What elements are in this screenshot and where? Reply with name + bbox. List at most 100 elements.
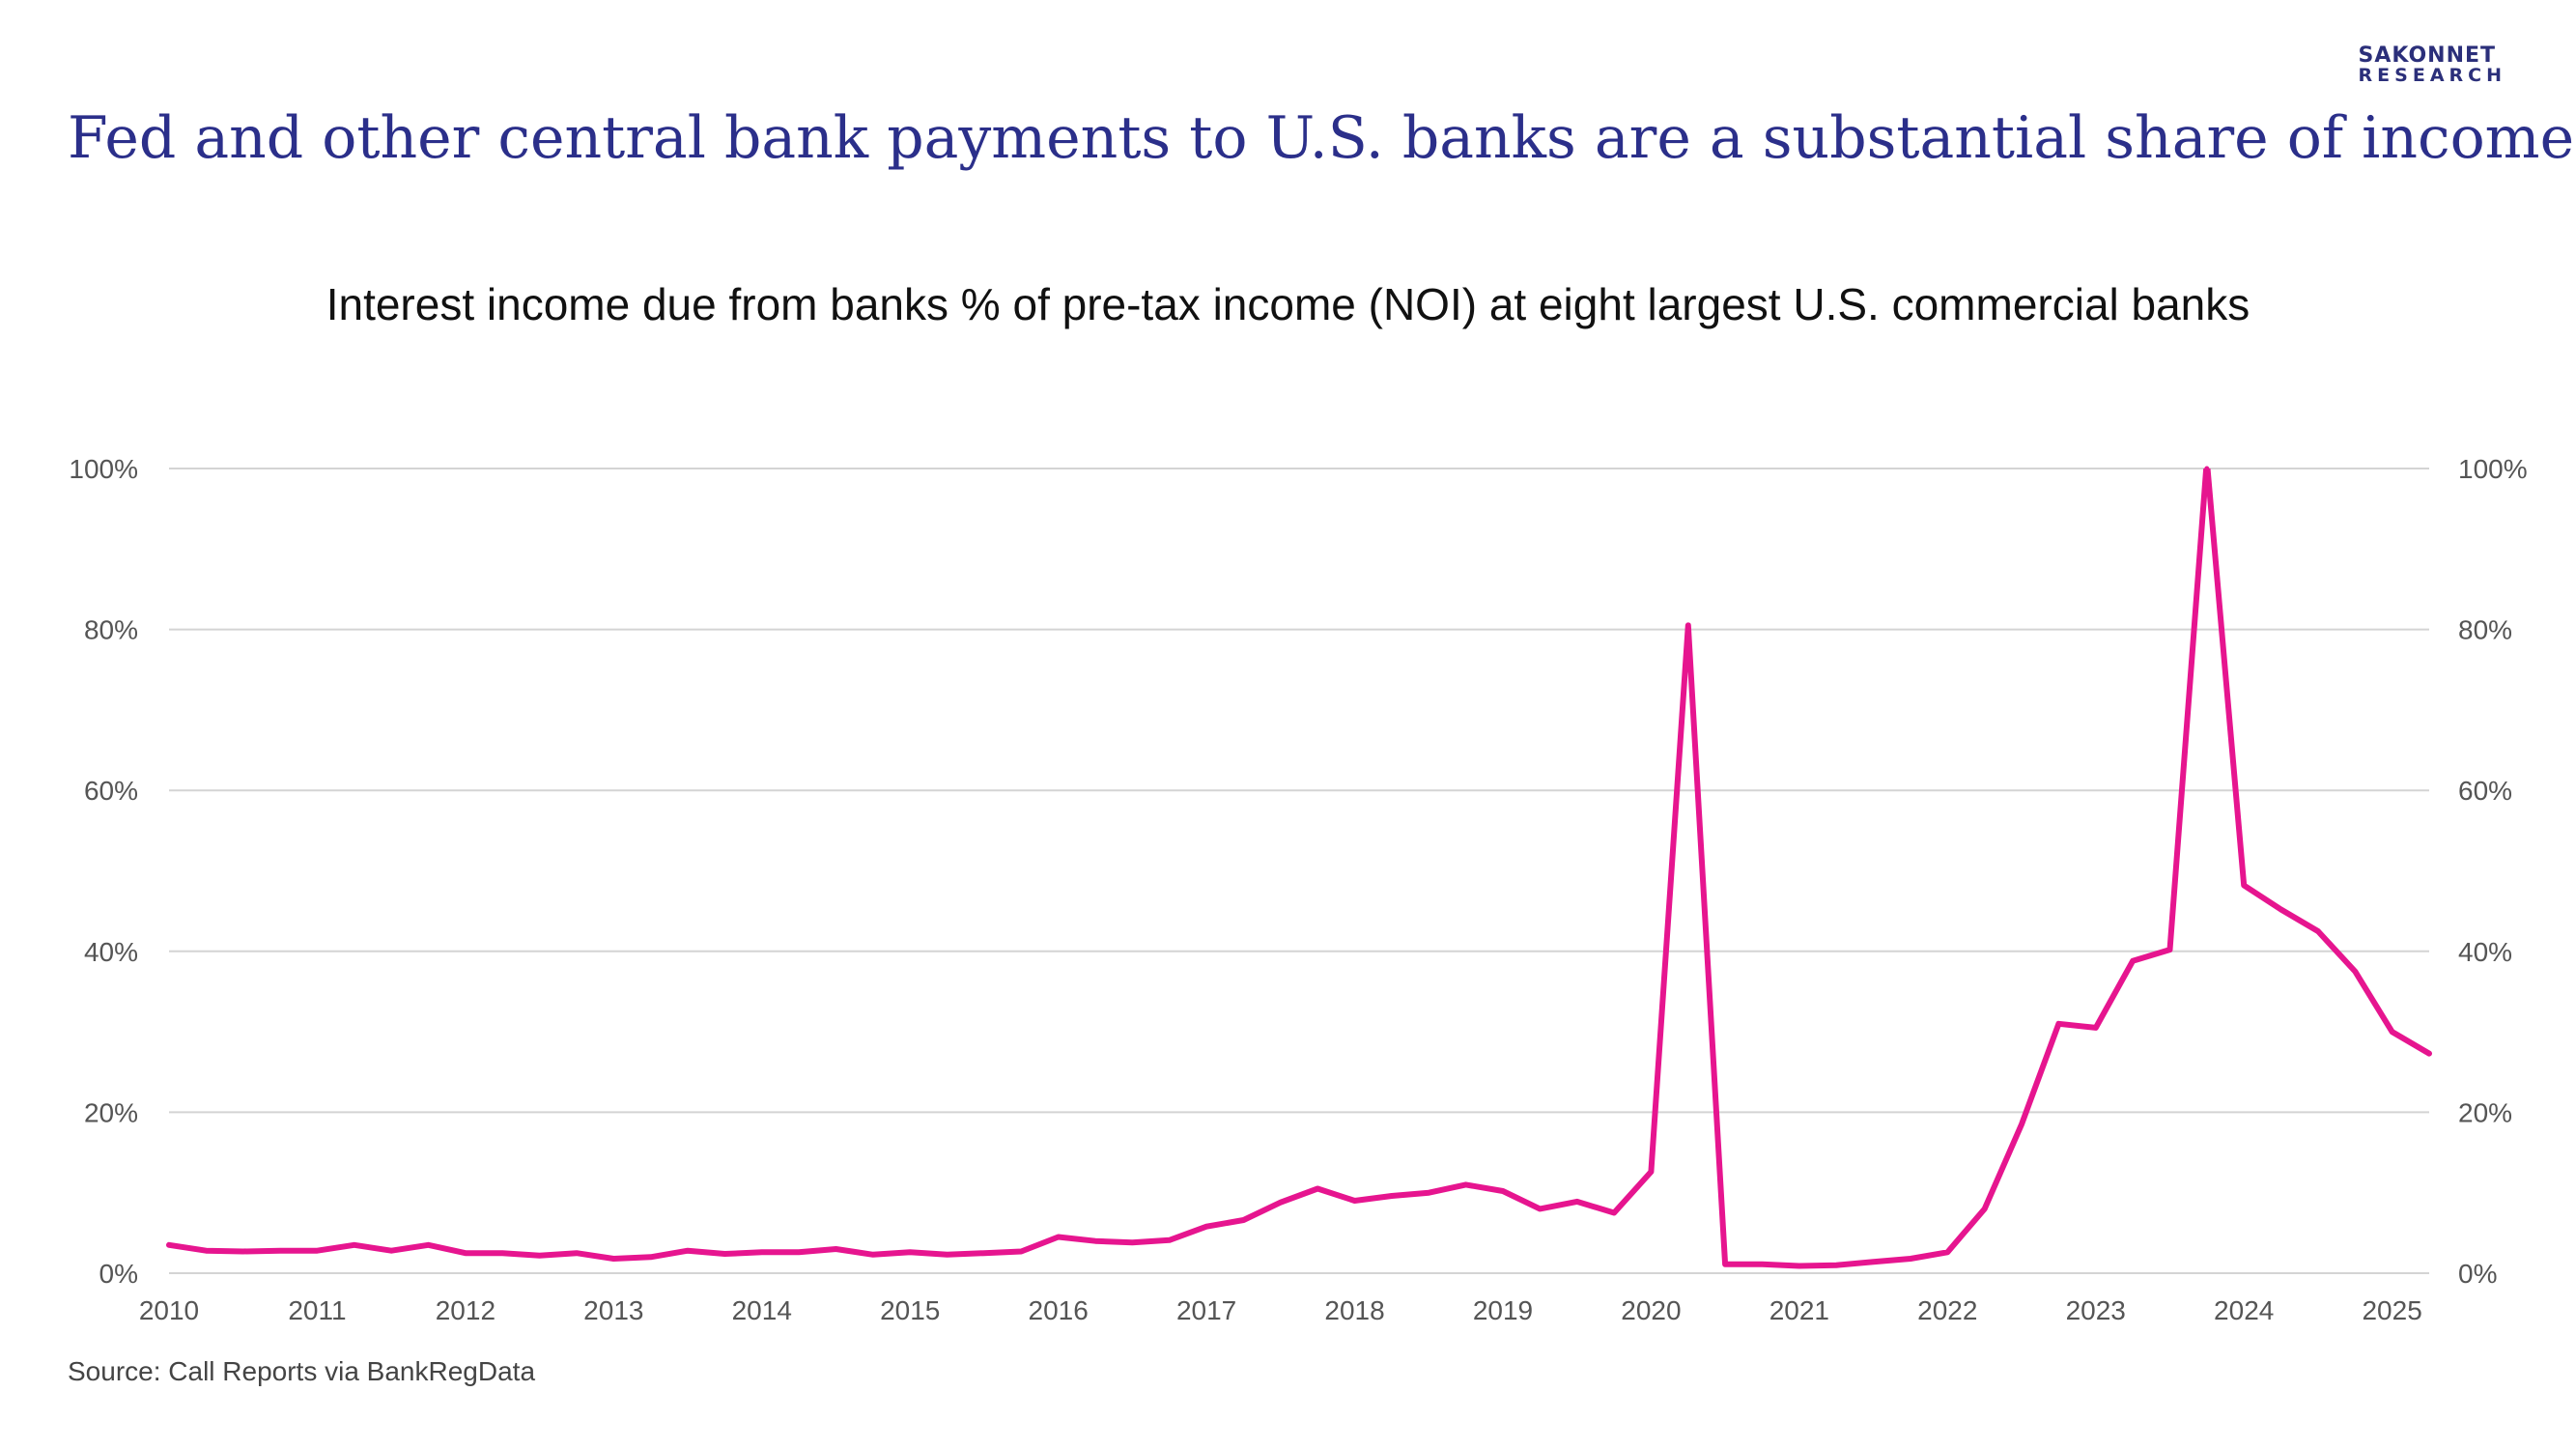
y-tick-label-left: 20% (84, 1097, 138, 1127)
data-point (1648, 1169, 1654, 1175)
source-note: Source: Call Reports via BankRegData (68, 1356, 536, 1386)
x-tick-label: 2012 (436, 1295, 495, 1325)
x-tick-label: 2023 (2066, 1295, 2126, 1325)
data-point (499, 1250, 505, 1256)
data-point (1611, 1210, 1617, 1215)
y-tick-label-right: 0% (2458, 1259, 2497, 1289)
data-point (2241, 883, 2247, 888)
x-tick-label: 2017 (1176, 1295, 1236, 1325)
y-tick-label-right: 20% (2458, 1097, 2512, 1127)
data-point (759, 1249, 765, 1255)
x-tick-label: 2018 (1324, 1295, 1384, 1325)
x-tick-label: 2016 (1029, 1295, 1089, 1325)
x-tick-label: 2022 (1917, 1295, 1977, 1325)
data-point (277, 1248, 283, 1254)
chart-title: Interest income due from banks % of pre-… (326, 279, 2250, 329)
data-point (1352, 1198, 1357, 1204)
data-point (648, 1254, 654, 1260)
data-point (796, 1249, 802, 1255)
data-point (610, 1256, 616, 1262)
data-point (1018, 1249, 1024, 1254)
data-point (426, 1242, 431, 1248)
data-point (1426, 1190, 1431, 1196)
data-point (1056, 1235, 1062, 1239)
logo-line-1: SAKONNET (2358, 43, 2497, 68)
x-tick-label: 2013 (583, 1295, 643, 1325)
data-point (314, 1248, 320, 1254)
x-tick-label: 2010 (139, 1295, 199, 1325)
data-point (722, 1251, 727, 1257)
y-tick-label-left: 40% (84, 937, 138, 967)
data-point (166, 1242, 172, 1248)
data-point (1129, 1239, 1135, 1245)
data-point (203, 1248, 209, 1254)
data-point (907, 1249, 913, 1255)
data-point (2315, 928, 2321, 934)
x-tick-label: 2025 (2362, 1295, 2421, 1325)
data-point (1722, 1262, 1728, 1267)
data-point (1389, 1193, 1395, 1199)
data-point (1241, 1217, 1246, 1223)
data-point (352, 1242, 357, 1248)
x-tick-label: 2024 (2214, 1295, 2274, 1325)
y-tick-label-left: 60% (84, 776, 138, 806)
data-point (1908, 1256, 1913, 1262)
data-point (1463, 1181, 1469, 1187)
data-point (2130, 958, 2136, 964)
data-point (1500, 1188, 1506, 1194)
data-points (166, 466, 2432, 1268)
series-layer (166, 469, 2432, 1269)
data-point (1833, 1263, 1839, 1268)
data-point (2093, 1025, 2099, 1031)
data-point (2204, 466, 2210, 471)
data-point (241, 1249, 246, 1254)
x-tick-label: 2011 (288, 1295, 346, 1325)
data-point (1574, 1199, 1580, 1205)
data-point (1797, 1264, 1802, 1268)
data-point (2279, 907, 2284, 912)
data-point (1203, 1224, 1209, 1230)
x-tick-label: 2014 (732, 1295, 792, 1325)
data-point (1982, 1206, 1988, 1211)
data-point (2167, 947, 2172, 952)
data-point (981, 1250, 987, 1256)
data-point (2352, 969, 2358, 975)
data-point (945, 1252, 950, 1258)
y-axis-left-ticks: 0% 20% 40% 60% 80% 100% (69, 454, 138, 1289)
data-point (1537, 1206, 1543, 1211)
x-tick-label: 2015 (880, 1295, 940, 1325)
logo-line-2: RESEARCH (2358, 64, 2506, 86)
page-headline: Fed and other central bank payments to U… (68, 104, 2575, 172)
data-point (1092, 1238, 1098, 1244)
data-point (2390, 1029, 2395, 1035)
y-tick-label-right: 60% (2458, 776, 2512, 806)
x-tick-label: 2020 (1621, 1295, 1681, 1325)
data-point (1278, 1200, 1284, 1206)
data-point (388, 1248, 394, 1254)
y-tick-label-right: 80% (2458, 615, 2512, 645)
data-point (463, 1250, 468, 1256)
data-point (1760, 1262, 1765, 1267)
y-tick-label-left: 100% (69, 454, 138, 484)
y-tick-label-right: 100% (2458, 454, 2528, 484)
data-point (537, 1253, 543, 1259)
data-point (834, 1246, 838, 1252)
gridlines (169, 468, 2429, 1274)
x-tick-label: 2019 (1473, 1295, 1533, 1325)
series-line (166, 469, 2432, 1269)
data-point (685, 1248, 691, 1254)
y-tick-label-left: 80% (84, 615, 138, 645)
sakonnet-research-logo: SAKONNET RESEARCH (2358, 43, 2506, 86)
x-axis-ticks: 2010 2011 2012 2013 2014 2015 2016 2017 2018 2019… (139, 1295, 2422, 1325)
data-point (1315, 1186, 1320, 1191)
y-tick-label-left: 0% (99, 1259, 138, 1289)
data-point (574, 1250, 580, 1256)
data-point (2019, 1122, 2024, 1127)
y-axis-right-ticks: 0% 20% 40% 60% 80% 100% (2458, 454, 2528, 1289)
x-tick-label: 2021 (1769, 1295, 1829, 1325)
data-point (1685, 622, 1691, 628)
data-point (1944, 1249, 1950, 1255)
data-point (2426, 1051, 2432, 1057)
data-point (870, 1252, 876, 1258)
